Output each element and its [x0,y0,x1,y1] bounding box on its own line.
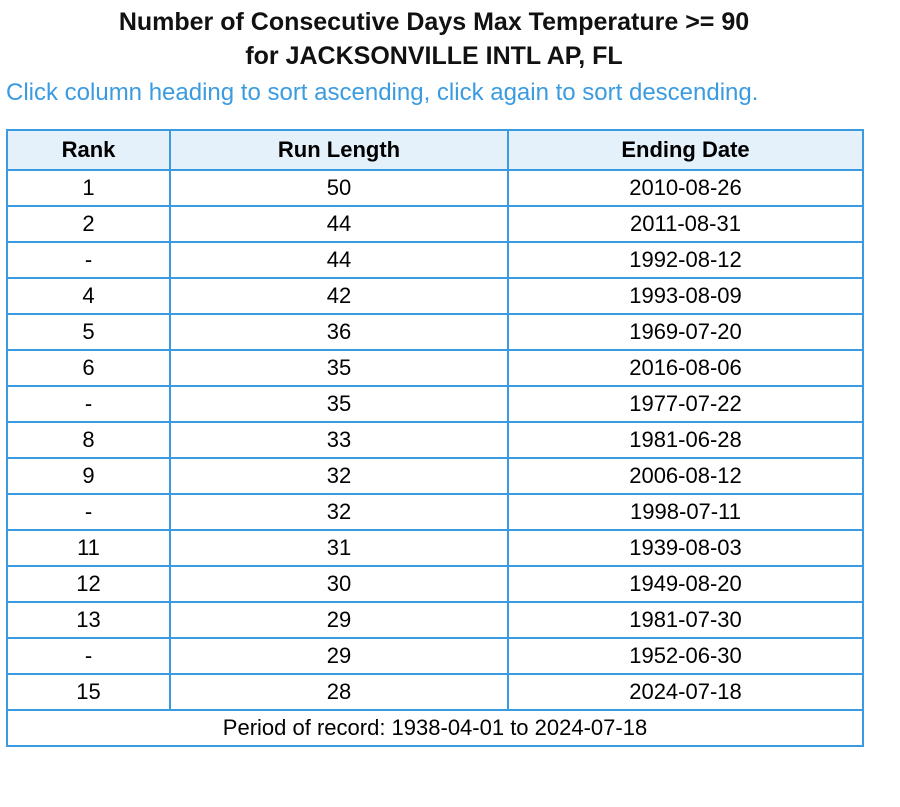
run-length-cell: 44 [169,205,509,243]
table-row: 2 44 2011-08-31 [6,205,864,243]
table-row: 13 29 1981-07-30 [6,601,864,639]
run-length-cell: 35 [169,385,509,423]
sort-instructions: Click column heading to sort ascending, … [6,79,759,106]
ending-date-cell: 2016-08-06 [507,349,864,387]
ending-date-cell: 1992-08-12 [507,241,864,279]
page-title: Number of Consecutive Days Max Temperatu… [118,8,750,36]
table-row: 8 33 1981-06-28 [6,421,864,459]
ending-date-cell: 1981-07-30 [507,601,864,639]
ending-date-cell: 2010-08-26 [507,169,864,207]
ending-date-cell: 1969-07-20 [507,313,864,351]
ending-date-cell: 1977-07-22 [507,385,864,423]
table-row: -32 1998-07-11 [6,493,864,531]
run-length-cell: 50 [169,169,509,207]
rank-cell: 12 [6,565,171,603]
rank-cell: - [6,241,171,279]
rank-cell: 13 [6,601,171,639]
ending-date-cell: 1949-08-20 [507,565,864,603]
ending-date-cell: 2011-08-31 [507,205,864,243]
column-header-rank[interactable]: Rank [6,129,171,171]
ending-date-cell: 1981-06-28 [507,421,864,459]
ending-date-cell: 1993-08-09 [507,277,864,315]
run-length-cell: 30 [169,565,509,603]
table-row: 6 35 2016-08-06 [6,349,864,387]
rank-cell: - [6,385,171,423]
table-row: -44 1992-08-12 [6,241,864,279]
run-length-cell: 29 [169,637,509,675]
ending-date-cell: 1952-06-30 [507,637,864,675]
table-row: -29 1952-06-30 [6,637,864,675]
run-length-cell: 29 [169,601,509,639]
ending-date-cell: 2006-08-12 [507,457,864,495]
rank-cell: 11 [6,529,171,567]
rank-cell: 15 [6,673,171,711]
rank-cell: - [6,493,171,531]
column-header-ending-date[interactable]: Ending Date [507,129,864,171]
page-subtitle: for JACKSONVILLE INTL AP, FL [245,42,623,70]
run-length-cell: 32 [169,493,509,531]
run-length-cell: 44 [169,241,509,279]
ending-date-cell: 2024-07-18 [507,673,864,711]
table-row: 9 32 2006-08-12 [6,457,864,495]
ending-date-cell: 1939-08-03 [507,529,864,567]
rank-cell: - [6,637,171,675]
run-length-cell: 33 [169,421,509,459]
table-row: 11 31 1939-08-03 [6,529,864,567]
consecutive-days-table: Rank Run Length Ending Date 1 50 2010-08-2… [6,129,864,747]
table-row: 4 42 1993-08-09 [6,277,864,315]
table-row: 12 30 1949-08-20 [6,565,864,603]
run-length-cell: 31 [169,529,509,567]
table-footer-row: Period of record: 1938-04-01 to 2024-07-… [6,709,864,747]
rank-cell: 2 [6,205,171,243]
table-row: 1 50 2010-08-26 [6,169,864,207]
table-body: 1 50 2010-08-26 2 44 2011-08-31-44 1992-08-12 4… [6,169,864,711]
rank-cell: 8 [6,421,171,459]
rank-cell: 4 [6,277,171,315]
run-length-cell: 28 [169,673,509,711]
table-row: 5 36 1969-07-20 [6,313,864,351]
rank-cell: 1 [6,169,171,207]
run-length-cell: 35 [169,349,509,387]
table-row: -35 1977-07-22 [6,385,864,423]
run-length-cell: 42 [169,277,509,315]
table-row: 15 28 2024-07-18 [6,673,864,711]
rank-cell: 5 [6,313,171,351]
table-header-row: Rank Run Length Ending Date [6,129,864,171]
rank-cell: 6 [6,349,171,387]
run-length-cell: 36 [169,313,509,351]
column-header-run-length[interactable]: Run Length [169,129,509,171]
rank-cell: 9 [6,457,171,495]
run-length-cell: 32 [169,457,509,495]
period-of-record: Period of record: 1938-04-01 to 2024-07-… [6,709,864,747]
ending-date-cell: 1998-07-11 [507,493,864,531]
